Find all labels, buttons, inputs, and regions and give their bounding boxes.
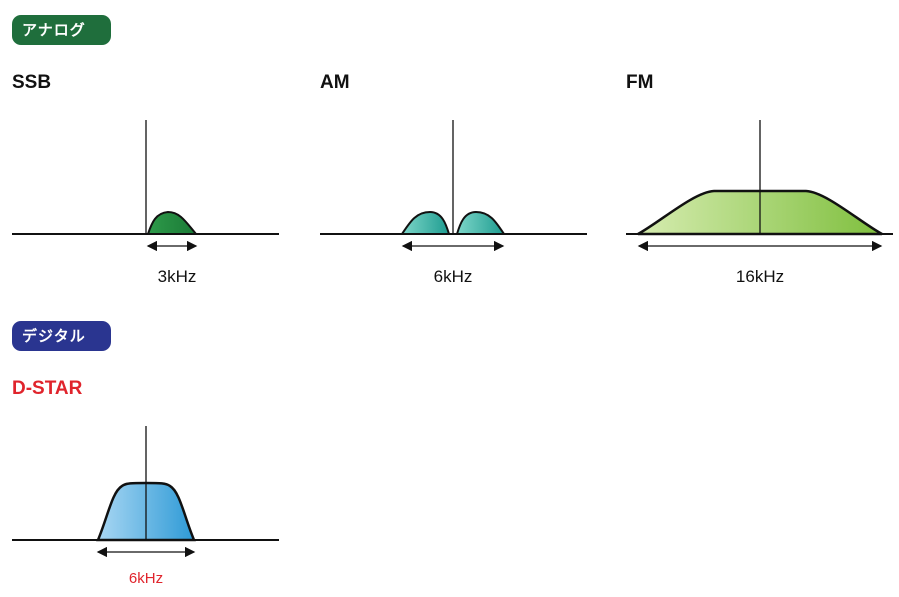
am-spectrum: 6kHz [320,120,587,286]
am-upper-sideband [455,210,506,235]
digital-section-badge: デジタル [12,321,111,351]
am-lower-sideband [400,210,451,235]
am-bandwidth-label: 6kHz [434,267,473,286]
ssb-title: SSB [12,72,52,93]
am-title: AM [320,72,350,93]
dstar-title: D-STAR [12,378,83,399]
dstar-bandwidth-label: 6kHz [129,570,163,587]
ssb-bandwidth-label: 3kHz [158,267,197,286]
fm-spectrum: 16kHz [626,120,893,286]
ssb-spectrum: 3kHz [12,120,279,286]
analog-section-badge: アナログ [12,15,111,45]
ssb-sideband [146,210,199,235]
fm-bandwidth-label: 16kHz [736,267,784,286]
fm-title: FM [626,72,654,93]
dstar-spectrum: 6kHz [12,426,279,587]
